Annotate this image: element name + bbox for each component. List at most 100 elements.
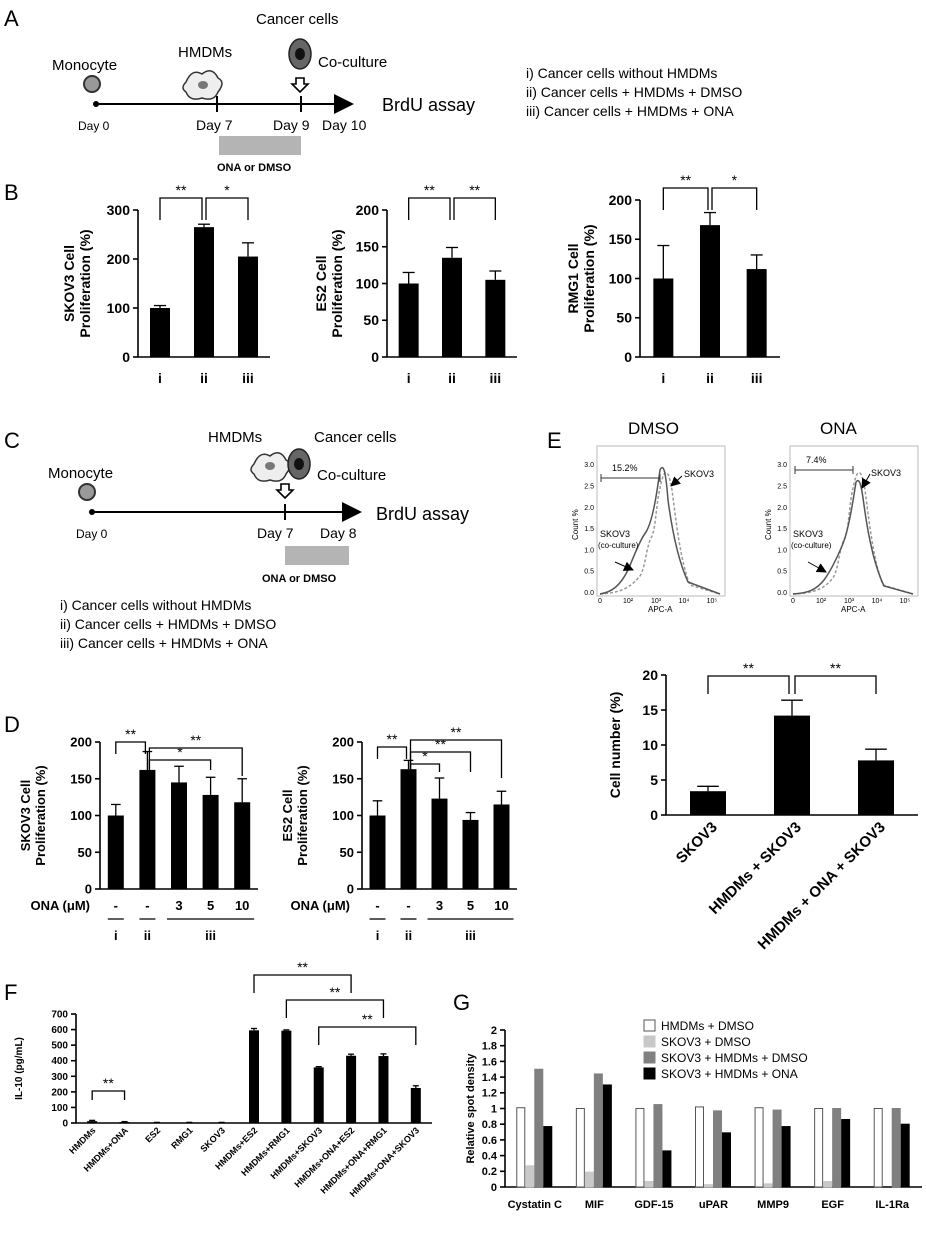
bar bbox=[462, 819, 479, 889]
y-tick-label: 100 bbox=[107, 300, 131, 316]
ona-axis-label: ONA (μM) bbox=[31, 898, 90, 913]
bar bbox=[772, 1109, 782, 1188]
cancer-cells-label: Cancer cells bbox=[256, 11, 339, 28]
y-axis-label: ES2 Cell bbox=[280, 789, 295, 841]
y-tick-label: 1 bbox=[491, 1103, 497, 1115]
bar bbox=[695, 1106, 704, 1188]
category-label: GDF-15 bbox=[634, 1199, 673, 1211]
flow-y-tick: 1.0 bbox=[777, 547, 787, 554]
y-tick-label: 0.2 bbox=[482, 1166, 497, 1178]
svg-text:APC-A: APC-A bbox=[648, 605, 673, 614]
svg-text:iii) Cancer cells + HMDMs + ON: iii) Cancer cells + HMDMs + ONA bbox=[526, 103, 734, 119]
y-tick-label: 0 bbox=[491, 1182, 497, 1194]
bar bbox=[369, 815, 386, 889]
flow-y-tick: 1.5 bbox=[584, 526, 594, 533]
bar bbox=[202, 794, 219, 889]
category-label: ii bbox=[200, 370, 208, 386]
bar bbox=[150, 308, 170, 357]
y-tick-label: 0 bbox=[650, 807, 658, 823]
y-axis-label: ES2 Cell bbox=[313, 255, 329, 311]
y-tick-label: 200 bbox=[107, 251, 131, 267]
category-label: MIF bbox=[585, 1199, 604, 1211]
bar bbox=[873, 1108, 883, 1188]
y-tick-label: 50 bbox=[78, 845, 92, 860]
ona-dose-label: 5 bbox=[467, 898, 474, 913]
significance-bracket bbox=[707, 675, 790, 694]
y-tick-label: 0.8 bbox=[482, 1119, 497, 1131]
bar bbox=[593, 1073, 603, 1188]
bar bbox=[814, 1108, 824, 1188]
group-label: ii bbox=[144, 928, 151, 943]
y-tick-label: 0 bbox=[62, 1119, 68, 1130]
day10-label: Day 10 bbox=[322, 117, 367, 133]
panel-label-d: D bbox=[4, 712, 20, 737]
significance-label: ** bbox=[469, 182, 480, 198]
bar bbox=[644, 1181, 654, 1188]
significance-bracket bbox=[376, 746, 408, 759]
significance-bracket bbox=[91, 1090, 126, 1100]
legend-label: HMDMs + DMSO bbox=[661, 1019, 754, 1033]
flow-y-tick: 0.0 bbox=[584, 590, 594, 597]
treatment-bar bbox=[285, 546, 349, 565]
y-tick-label: 100 bbox=[356, 275, 380, 291]
flow-y-tick: 0.0 bbox=[777, 590, 787, 597]
category-label: ii bbox=[706, 370, 714, 386]
svg-text:ii) Cancer cells + HMDMs + DMS: ii) Cancer cells + HMDMs + DMSO bbox=[60, 616, 276, 632]
day0-label: Day 0 bbox=[78, 119, 110, 133]
y-tick-label: 0 bbox=[371, 349, 379, 365]
svg-text:15.2%: 15.2% bbox=[612, 463, 638, 473]
ona-dose-label: 10 bbox=[235, 898, 249, 913]
significance-label: * bbox=[422, 748, 428, 764]
y-tick-label: 15 bbox=[642, 702, 658, 718]
bar bbox=[781, 1126, 791, 1188]
significance-label: ** bbox=[103, 1075, 114, 1091]
panel-label-f: F bbox=[4, 980, 17, 1005]
ona-title: ONA bbox=[820, 419, 858, 438]
svg-text:SKOV3: SKOV3 bbox=[684, 469, 714, 479]
ona-dose-label: - bbox=[406, 898, 410, 913]
bar bbox=[534, 1068, 544, 1188]
bar bbox=[823, 1181, 833, 1188]
chart-f-il10: 0 100 200 300 400 500 600 700 IL-10 (pg/mL) HMDMs… bbox=[14, 959, 432, 1199]
category-label: iii bbox=[242, 370, 254, 386]
svg-text:i) Cancer cells without HMDMs: i) Cancer cells without HMDMs bbox=[60, 597, 251, 613]
y-tick-label: 200 bbox=[356, 202, 380, 218]
svg-text:ONA or DMSO: ONA or DMSO bbox=[262, 573, 337, 585]
ona-dose-label: 3 bbox=[175, 898, 182, 913]
ona-dose-label: - bbox=[145, 898, 149, 913]
significance-bracket bbox=[115, 741, 147, 754]
y-axis-label: SKOV3 Cell bbox=[18, 780, 33, 852]
flow-y-tick: 0.5 bbox=[777, 569, 787, 576]
significance-bracket bbox=[148, 747, 243, 776]
flow-x-tick: 10⁴ bbox=[679, 598, 690, 605]
legend-swatch bbox=[643, 1035, 656, 1048]
ona-dose-label: - bbox=[375, 898, 379, 913]
y-tick-label: 1.8 bbox=[482, 1041, 497, 1053]
flow-y-tick: 1.0 bbox=[584, 547, 594, 554]
flow-x-tick: 10⁵ bbox=[900, 598, 911, 605]
significance-bracket bbox=[205, 197, 249, 220]
bar bbox=[119, 1122, 130, 1123]
svg-text:i) Cancer cells without HMDMs: i) Cancer cells without HMDMs bbox=[526, 65, 717, 81]
significance-label: * bbox=[177, 744, 183, 760]
y-axis-label: Relative spot density bbox=[465, 1053, 477, 1164]
bar bbox=[87, 1121, 98, 1123]
significance-label: * bbox=[732, 172, 738, 188]
significance-bracket bbox=[148, 759, 212, 770]
panel-label-e: E bbox=[547, 428, 562, 453]
flow-x-tick: 10³ bbox=[844, 598, 855, 605]
significance-bracket bbox=[794, 675, 877, 694]
panel-a-timeline: Monocyte HMDMs Cancer cells Co-culture B… bbox=[52, 11, 475, 174]
svg-text:HMDMs: HMDMs bbox=[208, 429, 262, 446]
panel-label-c: C bbox=[4, 428, 20, 453]
significance-label: ** bbox=[743, 660, 754, 676]
legend-label: SKOV3 + DMSO bbox=[661, 1035, 751, 1049]
y-axis-label: Proliferation (%) bbox=[329, 229, 345, 337]
flow-y-tick: 2.5 bbox=[777, 484, 787, 491]
legend-swatch bbox=[643, 1067, 656, 1080]
bar bbox=[575, 1108, 585, 1188]
category-label: uPAR bbox=[699, 1199, 728, 1211]
svg-text:Cancer cells: Cancer cells bbox=[314, 429, 397, 446]
bar bbox=[704, 1184, 713, 1188]
